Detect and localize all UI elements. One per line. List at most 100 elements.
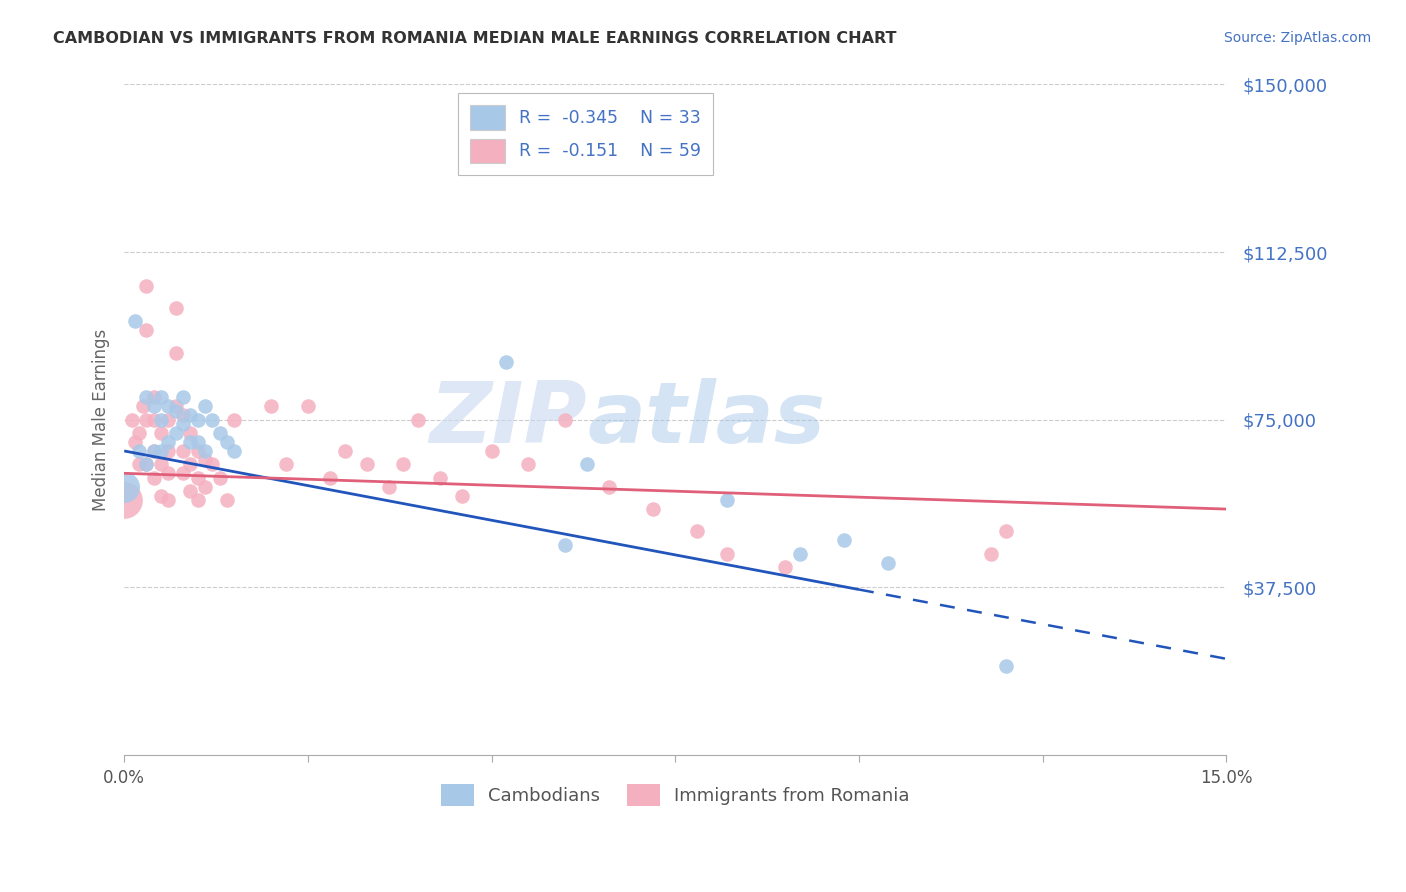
Point <box>149 489 172 503</box>
Point <box>554 412 576 426</box>
Point <box>187 435 209 450</box>
Point <box>208 471 231 485</box>
Point <box>135 412 157 426</box>
Point <box>142 412 165 426</box>
Point <box>194 399 217 413</box>
Point <box>135 278 157 293</box>
Point <box>135 458 157 472</box>
Point <box>224 412 246 426</box>
Point <box>451 489 474 503</box>
Y-axis label: Median Male Earnings: Median Male Earnings <box>93 328 110 511</box>
Point <box>333 444 356 458</box>
Point <box>377 480 399 494</box>
Point <box>149 390 172 404</box>
Point <box>149 412 172 426</box>
Point <box>149 444 172 458</box>
Point <box>217 493 239 508</box>
Point <box>194 453 217 467</box>
Point <box>392 458 415 472</box>
Point <box>135 323 157 337</box>
Point <box>165 345 187 359</box>
Point <box>260 399 283 413</box>
Point <box>994 658 1017 673</box>
Point <box>789 547 811 561</box>
Text: Source: ZipAtlas.com: Source: ZipAtlas.com <box>1223 31 1371 45</box>
Point <box>716 547 738 561</box>
Point <box>165 426 187 441</box>
Point <box>172 444 194 458</box>
Point <box>135 458 157 472</box>
Point <box>157 399 180 413</box>
Point <box>319 471 342 485</box>
Point <box>686 524 709 539</box>
Point <box>877 556 900 570</box>
Point <box>179 426 201 441</box>
Point <box>172 417 194 431</box>
Point <box>165 399 187 413</box>
Point <box>124 314 146 328</box>
Point <box>832 533 855 548</box>
Point <box>194 444 217 458</box>
Point <box>112 480 135 494</box>
Point <box>716 493 738 508</box>
Point <box>208 426 231 441</box>
Point <box>187 412 209 426</box>
Text: ZIP: ZIP <box>429 378 588 461</box>
Point <box>142 471 165 485</box>
Point <box>157 435 180 450</box>
Point <box>356 458 378 472</box>
Point <box>179 458 201 472</box>
Point <box>128 426 150 441</box>
Point <box>598 480 620 494</box>
Point <box>157 412 180 426</box>
Point <box>224 444 246 458</box>
Point <box>179 408 201 422</box>
Point <box>142 444 165 458</box>
Point <box>517 458 540 472</box>
Point <box>128 458 150 472</box>
Point <box>179 484 201 499</box>
Point <box>187 493 209 508</box>
Point <box>135 390 157 404</box>
Point <box>149 426 172 441</box>
Point <box>980 547 1002 561</box>
Text: atlas: atlas <box>588 378 825 461</box>
Point <box>495 354 517 368</box>
Point <box>297 399 319 413</box>
Point <box>481 444 503 458</box>
Point <box>179 435 201 450</box>
Point <box>157 493 180 508</box>
Point <box>187 471 209 485</box>
Point <box>121 412 143 426</box>
Point <box>994 524 1017 539</box>
Point <box>187 444 209 458</box>
Point <box>172 390 194 404</box>
Point <box>142 390 165 404</box>
Point <box>157 444 180 458</box>
Point <box>201 412 224 426</box>
Point <box>112 493 135 508</box>
Point <box>124 435 146 450</box>
Point <box>429 471 451 485</box>
Point <box>172 408 194 422</box>
Point <box>554 538 576 552</box>
Point <box>142 399 165 413</box>
Point <box>217 435 239 450</box>
Point <box>131 399 153 413</box>
Point <box>157 467 180 481</box>
Point <box>775 560 797 574</box>
Point <box>406 412 429 426</box>
Point <box>149 458 172 472</box>
Point <box>142 444 165 458</box>
Legend: Cambodians, Immigrants from Romania: Cambodians, Immigrants from Romania <box>434 776 917 813</box>
Point <box>201 458 224 472</box>
Point <box>165 301 187 315</box>
Point <box>194 480 217 494</box>
Text: CAMBODIAN VS IMMIGRANTS FROM ROMANIA MEDIAN MALE EARNINGS CORRELATION CHART: CAMBODIAN VS IMMIGRANTS FROM ROMANIA MED… <box>53 31 897 46</box>
Point <box>165 403 187 417</box>
Point <box>576 458 599 472</box>
Point <box>643 502 665 516</box>
Point <box>172 467 194 481</box>
Point <box>274 458 297 472</box>
Point <box>128 444 150 458</box>
